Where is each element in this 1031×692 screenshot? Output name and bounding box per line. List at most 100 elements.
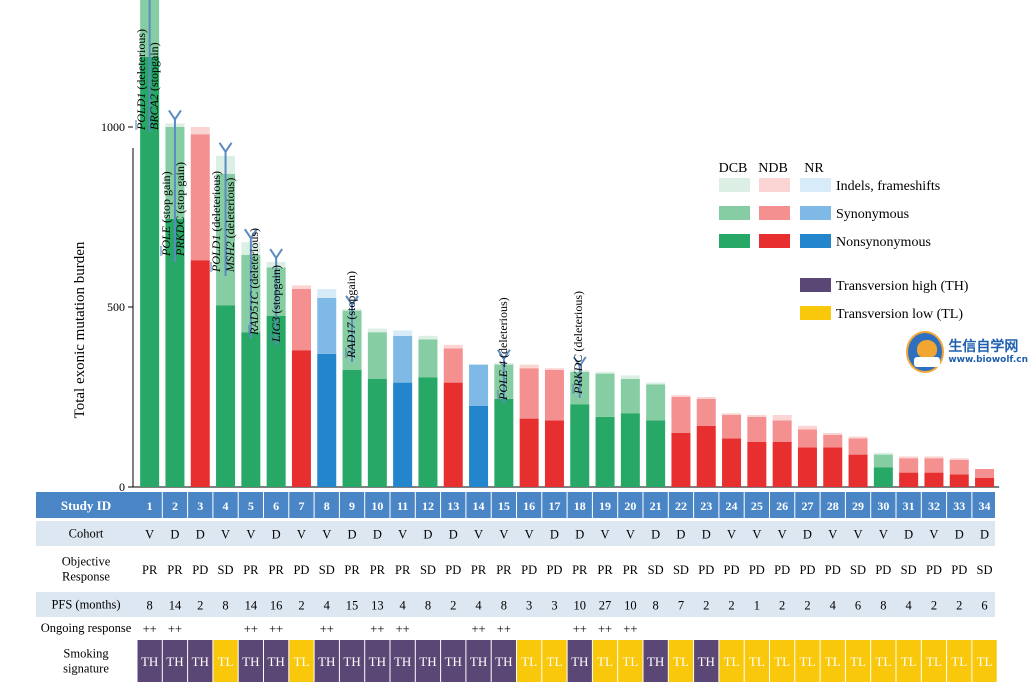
- table-header-label: Study ID: [61, 498, 111, 513]
- bar-synonymous: [519, 368, 539, 419]
- table-row-bg: [36, 617, 995, 639]
- bar-indels: [797, 425, 817, 430]
- table-cell: D: [803, 528, 812, 542]
- table-row-label: Cohort: [69, 527, 104, 541]
- bar-indels: [544, 368, 564, 370]
- watermark-url: www.biowolf.cn: [948, 354, 1028, 365]
- smoking-cell: [390, 640, 415, 682]
- table-cell: SD: [420, 563, 436, 577]
- table-cell: ++: [168, 622, 182, 636]
- smoking-cell: [896, 640, 921, 682]
- smoking-cell-label: TL: [521, 654, 537, 669]
- table-cell: PD: [546, 563, 562, 577]
- table-cell: PR: [496, 563, 512, 577]
- smoking-cell: [188, 640, 213, 682]
- table-cell: 4: [324, 599, 331, 613]
- smoking-cell-label: TL: [951, 654, 967, 669]
- annotation-arrowhead: [572, 356, 587, 368]
- smoking-cell-label: TL: [977, 654, 993, 669]
- y-tick-label: 0: [119, 480, 125, 494]
- bar-synonymous: [367, 332, 387, 379]
- smoking-cell: [845, 640, 871, 682]
- watermark-title: 生信自学网: [948, 338, 1019, 355]
- table-cell: V: [601, 528, 610, 542]
- bar-nonsynonymous: [772, 442, 792, 487]
- study-id: 19: [599, 499, 611, 513]
- smoking-cell-label: TH: [242, 654, 259, 669]
- study-id: 18: [574, 499, 586, 513]
- study-id: 6: [273, 499, 279, 513]
- annotation-note: (stopgain): [147, 42, 161, 94]
- table-cell: ++: [598, 622, 612, 636]
- annotation-gene: POLD1: [134, 93, 148, 131]
- table-cell: D: [676, 528, 685, 542]
- annotation-gene: PRKDC: [571, 354, 585, 395]
- smoking-cell: [517, 640, 542, 682]
- table-cell: D: [449, 528, 458, 542]
- study-id: 23: [700, 499, 712, 513]
- bar-synonymous: [469, 364, 489, 406]
- table-cell: PD: [774, 563, 790, 577]
- legend-swatch: [719, 206, 750, 220]
- table-cell: 4: [830, 599, 837, 613]
- smoking-cell: [213, 640, 238, 682]
- smoking-cell-label: TH: [419, 654, 436, 669]
- bar-indels: [949, 458, 969, 460]
- annotation-note: (stopgain): [344, 271, 358, 323]
- bar-nonsynonymous: [140, 56, 160, 488]
- table-cell: V: [221, 528, 230, 542]
- study-id: 7: [298, 499, 304, 513]
- table-cell: D: [702, 528, 711, 542]
- bar-indels: [418, 335, 438, 340]
- annotation-arrowhead: [244, 228, 258, 241]
- annotation-note: (deleterious): [571, 291, 585, 355]
- smoking-cell-label: TH: [141, 654, 158, 669]
- study-id: 9: [349, 499, 355, 513]
- smoking-cell-label: TH: [369, 654, 386, 669]
- legend-smoking-label: Transversion low (TL): [836, 307, 963, 322]
- smoking-cell-label: TH: [698, 654, 715, 669]
- bar-nonsynonymous: [570, 404, 590, 487]
- smoking-cell-label: TL: [850, 654, 866, 669]
- smoking-cell: [365, 640, 390, 682]
- bar-indels: [595, 371, 615, 374]
- table-cell: V: [525, 528, 534, 542]
- legend-swatch: [719, 178, 750, 192]
- smoking-cell-label: TL: [825, 654, 841, 669]
- study-id: 15: [498, 499, 510, 513]
- table-cell: PR: [269, 563, 285, 577]
- smoking-cell: [744, 640, 769, 682]
- bar-indels: [772, 415, 792, 421]
- study-id: 1: [147, 499, 153, 513]
- bar-synonymous: [924, 458, 944, 473]
- annotation-gene: MSH2: [223, 241, 237, 273]
- table-cell: PR: [471, 563, 487, 577]
- smoking-cell: [719, 640, 744, 682]
- legend-swatch: [800, 234, 831, 248]
- bar-indels: [924, 456, 944, 459]
- table-cell: D: [170, 528, 179, 542]
- bar-nonsynonymous: [443, 382, 463, 487]
- study-id: 2: [172, 499, 178, 513]
- bar-indels: [671, 395, 691, 397]
- study-id: 10: [371, 499, 383, 513]
- legend: DCB NDB NR Indels, frameshifts Synonymous Non…: [719, 161, 969, 322]
- annotation-note: (deleterious): [223, 178, 237, 242]
- smoking-cell-label: TL: [622, 654, 638, 669]
- bar-nonsynonymous: [646, 420, 666, 487]
- bar-nonsynonymous: [544, 420, 564, 487]
- study-id: 8: [324, 499, 330, 513]
- bar-nonsynonymous: [393, 382, 413, 487]
- bar-synonymous: [772, 420, 792, 442]
- table-cell: SD: [319, 563, 335, 577]
- table-cell: V: [879, 528, 888, 542]
- study-id: 26: [776, 499, 788, 513]
- bar-indels: [519, 364, 539, 369]
- table-cell: D: [575, 528, 584, 542]
- bar-synonymous: [595, 373, 615, 417]
- table-cell: D: [651, 528, 660, 542]
- legend-smoking-label: Transversion high (TH): [836, 279, 969, 294]
- table-cell: V: [752, 528, 761, 542]
- smoking-cell: [264, 640, 289, 682]
- study-id: 28: [827, 499, 839, 513]
